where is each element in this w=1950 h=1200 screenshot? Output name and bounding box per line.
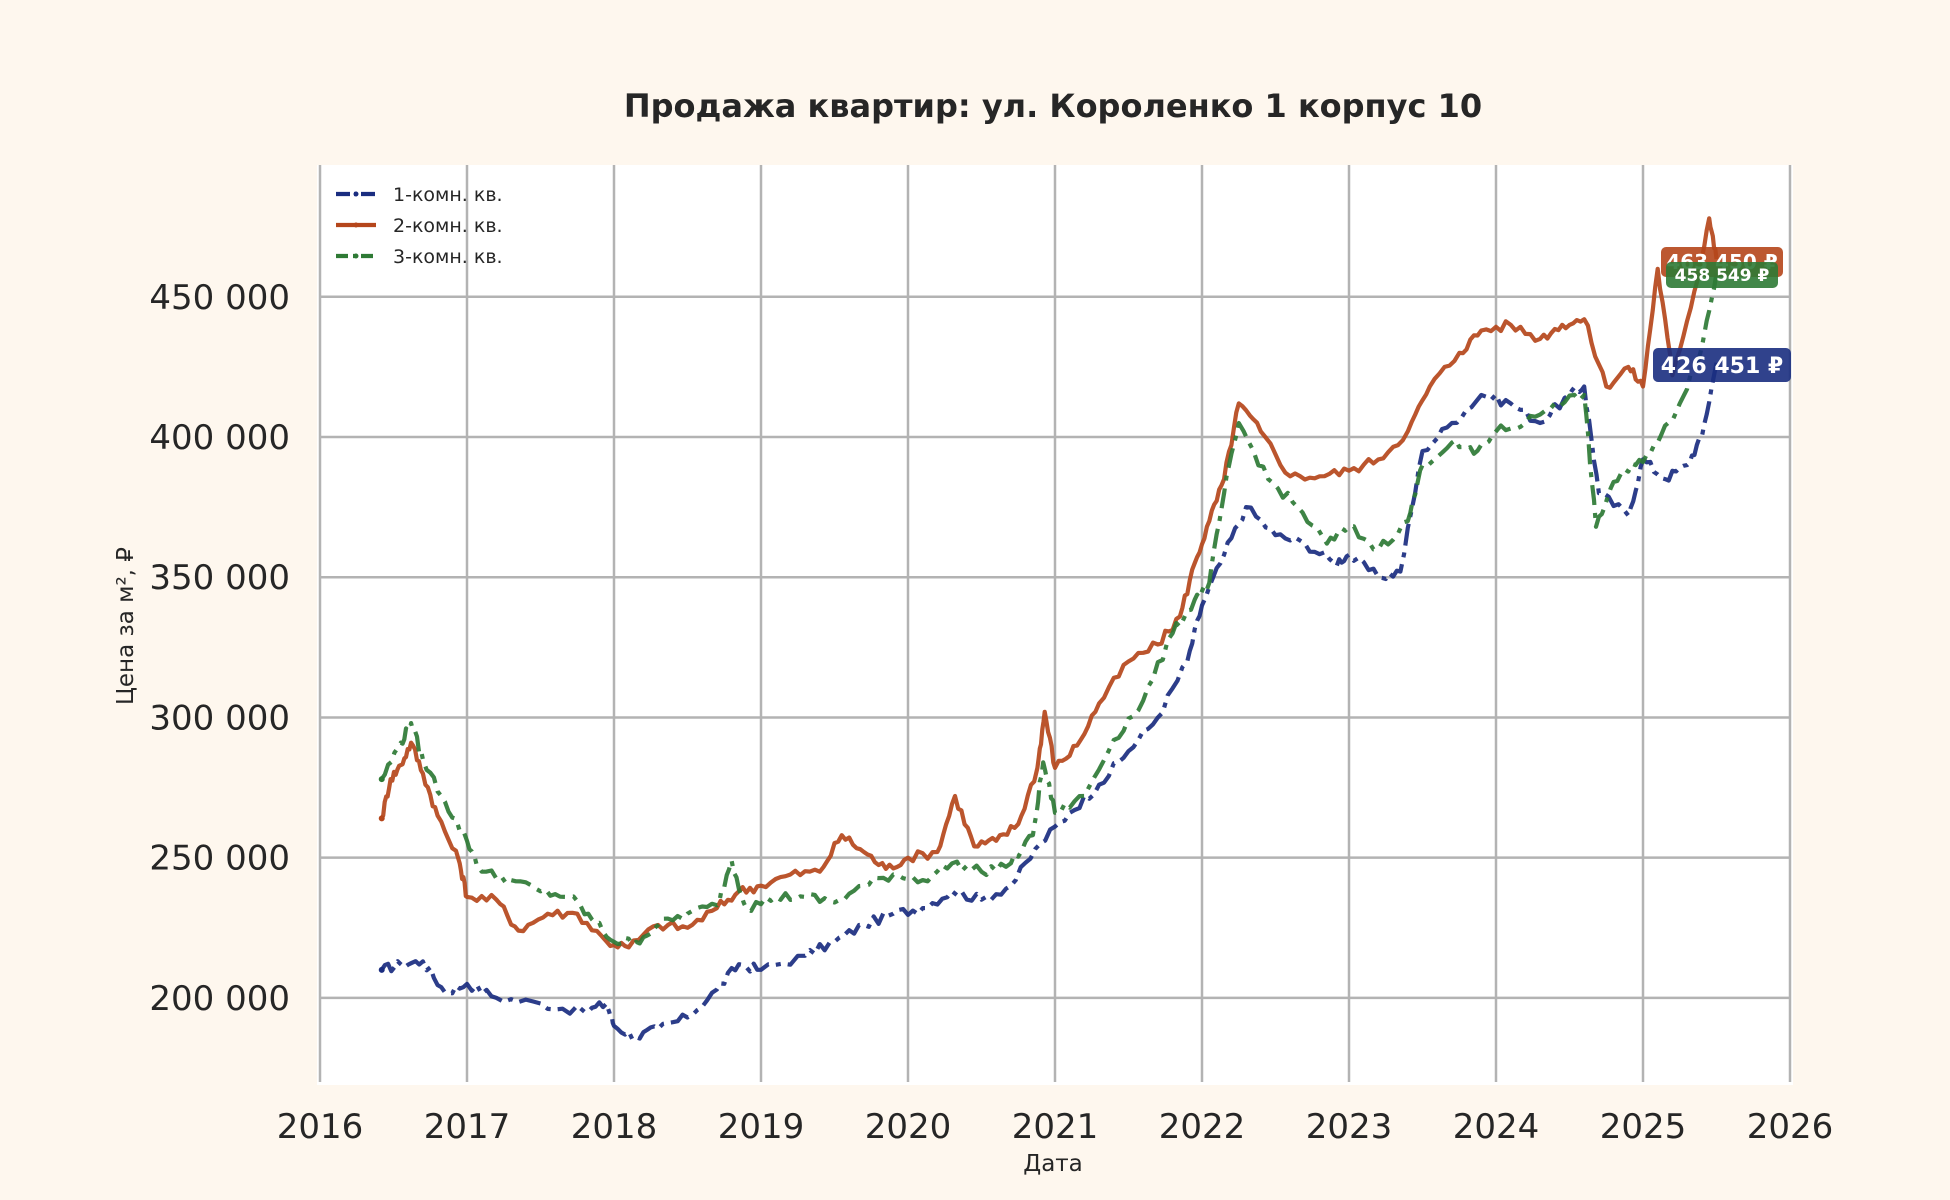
chart-title: Продажа квартир: ул. Короленко 1 корпус …: [624, 87, 1482, 125]
x-tick-labels: 2016 2017 2018 2019 2020 2021 2022 2023 2024 2025…: [277, 1107, 1834, 1147]
series-start-marker: [378, 776, 385, 783]
x-tick-label: 2019: [718, 1107, 805, 1147]
legend: 1-комн. кв. 2-комн. кв. 3-комн. кв.: [336, 184, 503, 268]
grid: [318, 165, 1792, 1082]
y-tick-label: 300 000: [149, 698, 290, 738]
x-tick-label: 2021: [1012, 1107, 1099, 1147]
x-tick-label: 2025: [1600, 1107, 1687, 1147]
series-start-marker: [378, 966, 385, 973]
legend-item: 2-комн. кв.: [336, 215, 503, 237]
end-value-labels: 463 450 ₽458 549 ₽426 451 ₽: [1653, 247, 1791, 382]
x-tick-label: 2026: [1747, 1107, 1834, 1147]
x-tick-label: 2022: [1159, 1107, 1246, 1147]
y-tick-label: 350 000: [149, 558, 290, 598]
x-tick-label: 2020: [865, 1107, 952, 1147]
badge-background: [1666, 262, 1778, 288]
legend-marker: [353, 191, 359, 197]
legend-label: 1-комн. кв.: [393, 184, 503, 206]
legend-marker: [353, 222, 359, 228]
legend-label: 3-комн. кв.: [393, 246, 503, 268]
legend-item: 1-комн. кв.: [336, 184, 503, 206]
y-tick-label: 400 000: [149, 418, 290, 458]
series-line-3: [379, 272, 1719, 947]
x-axis-label: Дата: [1023, 1151, 1083, 1177]
end-value-badge: 458 549 ₽: [1666, 262, 1778, 288]
y-tick-labels: 200 000 250 000 300 000 350 000 400 000 450 0…: [149, 278, 290, 1019]
x-tick-label: 2017: [424, 1107, 511, 1147]
y-tick-label: 450 000: [149, 278, 290, 318]
series-line-2: [379, 216, 1719, 950]
y-tick-label: 250 000: [149, 839, 290, 879]
legend-marker: [353, 253, 359, 259]
series-layer: [378, 216, 1719, 1042]
badge-value: 426 451 ₽: [1661, 354, 1783, 379]
series-line-1: [379, 362, 1719, 1042]
legend-item: 3-комн. кв.: [336, 246, 503, 268]
y-axis-label: Цена за м², ₽: [113, 547, 139, 705]
y-tick-label: 200 000: [149, 979, 290, 1019]
legend-label: 2-комн. кв.: [393, 215, 503, 237]
end-value-badge: 426 451 ₽: [1653, 348, 1791, 382]
x-tick-label: 2018: [571, 1107, 658, 1147]
badge-value: 458 549 ₽: [1675, 266, 1770, 286]
x-tick-label: 2016: [277, 1107, 364, 1147]
series-start-marker: [378, 815, 385, 822]
x-tick-label: 2023: [1306, 1107, 1393, 1147]
badge-background: [1653, 348, 1791, 382]
x-tick-label: 2024: [1453, 1107, 1540, 1147]
